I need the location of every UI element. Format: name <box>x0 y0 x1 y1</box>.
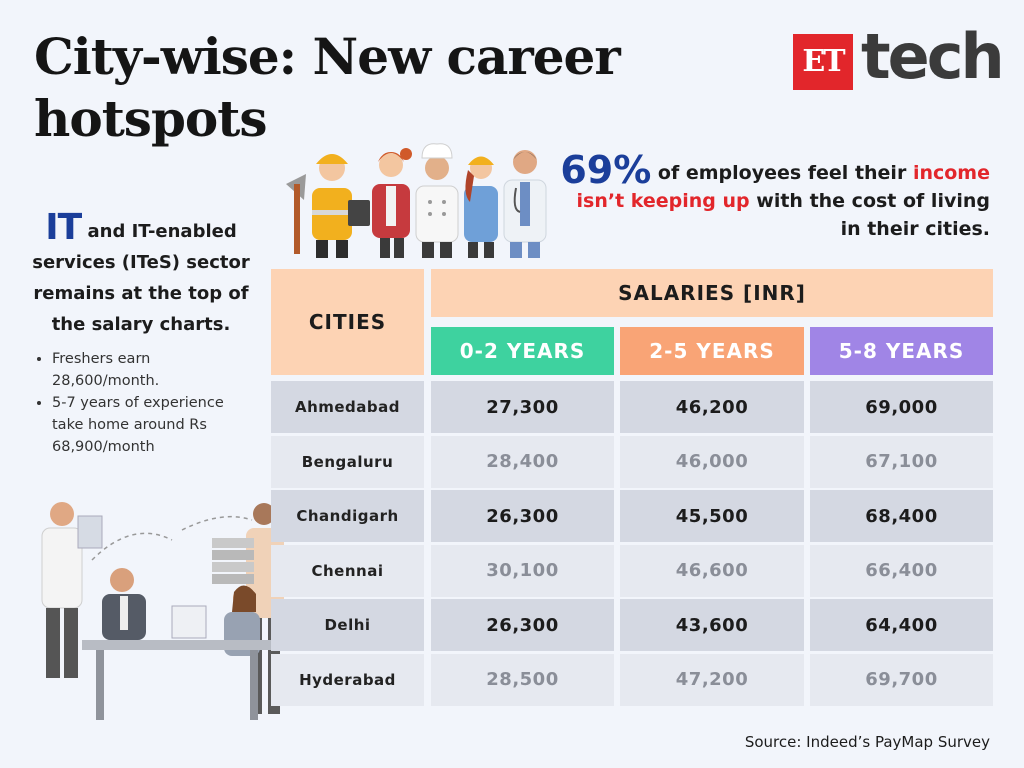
salary-cell: 66,400 <box>810 544 993 597</box>
city-cell: Chandigarh <box>271 490 424 542</box>
city-cell: Delhi <box>271 599 424 651</box>
salary-cell: 43,600 <box>620 599 804 651</box>
intro-lead: IT <box>45 207 82 248</box>
city-cell: Bengaluru <box>271 435 424 488</box>
salary-cell: 46,000 <box>620 435 804 488</box>
firefighter-figure <box>286 154 370 258</box>
band-header-2-5: 2-5 YEARS <box>620 327 804 375</box>
it-sector-intro: IT and IT-enabled services (ITeS) sector… <box>22 210 260 340</box>
salary-cell: 26,300 <box>431 599 614 651</box>
logo-et-box: ET <box>793 34 853 90</box>
salary-cell: 45,500 <box>620 490 804 542</box>
salary-cell: 47,200 <box>620 653 804 706</box>
businesswoman-figure <box>372 148 412 258</box>
doctor-figure <box>503 150 547 258</box>
employee-stat: 69% of employees feel their income isn’t… <box>560 151 991 243</box>
intro-text: and IT-enabled services (ITeS) sector re… <box>32 221 250 335</box>
band-header-0-2: 0-2 YEARS <box>431 327 614 375</box>
city-cell: Ahmedabad <box>271 381 424 433</box>
office-illustration <box>41 502 284 720</box>
workers-illustration <box>286 143 547 258</box>
salary-cell: 64,400 <box>810 599 993 651</box>
bullet-item: Freshers earn 28,600/month. <box>52 348 252 392</box>
salary-cell: 69,700 <box>810 653 993 706</box>
page-title: City-wise: New career hotspots <box>34 27 621 148</box>
document-on-desk <box>171 605 207 639</box>
salary-cell: 28,400 <box>431 435 614 488</box>
standing-man-figure <box>41 502 103 678</box>
source-note: Source: Indeed’s PayMap Survey <box>744 733 990 751</box>
salary-cell: 68,400 <box>810 490 993 542</box>
cities-header: CITIES <box>271 269 424 375</box>
stat-highlight: income isn’t keeping up <box>576 162 991 212</box>
salary-cell: 67,100 <box>810 435 993 488</box>
chef-figure <box>415 143 459 258</box>
salary-cell: 28,500 <box>431 653 614 706</box>
salary-cell: 46,200 <box>620 381 804 433</box>
band-header-5-8: 5-8 YEARS <box>810 327 993 375</box>
stat-percent: 69% <box>560 148 652 192</box>
city-cell: Chennai <box>271 544 424 597</box>
salary-cell: 26,300 <box>431 490 614 542</box>
fact-bullets: Freshers earn 28,600/month. 5-7 years of… <box>32 348 252 458</box>
stat-text-a: of employees feel their <box>657 162 907 184</box>
salary-cell: 69,000 <box>810 381 993 433</box>
salary-cell: 30,100 <box>431 544 614 597</box>
engineer-figure <box>464 156 498 258</box>
salary-cell: 27,300 <box>431 381 614 433</box>
salaries-header: SALARIES [INR] <box>431 269 993 317</box>
desk-top <box>82 640 272 650</box>
bullet-item: 5-7 years of experience take home around… <box>52 392 252 458</box>
stat-text-b: with the cost of living in their cities. <box>756 190 990 240</box>
salary-cell: 46,600 <box>620 544 804 597</box>
logo-tech-text: tech <box>861 20 1005 93</box>
seated-man-figure <box>102 568 146 640</box>
city-cell: Hyderabad <box>271 653 424 706</box>
